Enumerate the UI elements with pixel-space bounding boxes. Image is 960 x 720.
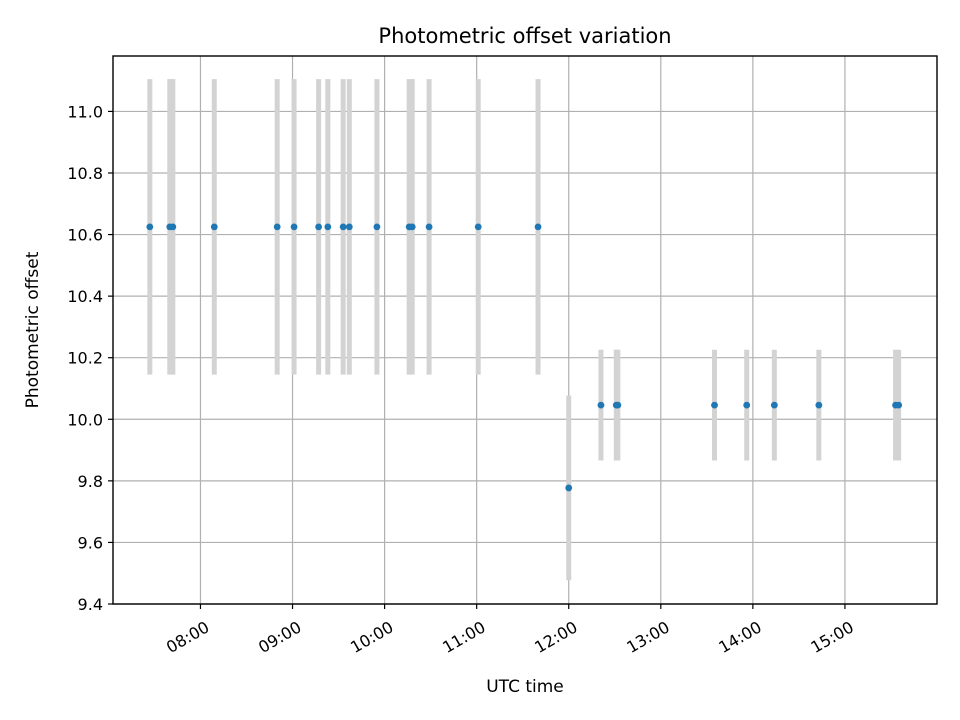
data-point: [614, 401, 622, 409]
data-point: [597, 401, 605, 409]
data-point: [315, 223, 323, 231]
data-point: [169, 223, 177, 231]
data-point: [815, 401, 823, 409]
data-point: [770, 401, 778, 409]
data-point: [743, 401, 751, 409]
data-point: [345, 223, 353, 231]
x-tick-label: 09:00: [255, 617, 304, 657]
y-tick-label: 10.0: [67, 410, 103, 429]
y-tick-label: 10.4: [67, 287, 103, 306]
x-tick-label: 10:00: [347, 617, 396, 657]
y-tick-label: 10.2: [67, 349, 103, 368]
data-point: [339, 223, 347, 231]
y-tick-label: 9.4: [78, 595, 103, 614]
x-tick-label: 14:00: [715, 617, 764, 657]
axis-ticks: 08:00 09:00 10:00 11:00 12:00 13:00 14:00 15:00…: [67, 102, 857, 656]
data-point: [474, 223, 482, 231]
data-point: [273, 223, 281, 231]
x-tick-label: 15:00: [808, 617, 857, 657]
data-point: [146, 223, 154, 231]
y-axis-label: Photometric offset: [23, 251, 43, 408]
x-tick-label: 11:00: [439, 617, 488, 657]
y-tick-label: 9.6: [78, 533, 103, 552]
x-axis-label: UTC time: [486, 677, 564, 697]
data-points: [146, 223, 903, 492]
y-tick-label: 9.8: [78, 472, 103, 491]
data-point: [210, 223, 218, 231]
data-point: [290, 223, 298, 231]
chart-title: Photometric offset variation: [378, 24, 671, 48]
y-tick-label: 11.0: [67, 102, 103, 121]
error-bars: [147, 79, 902, 581]
data-point: [711, 401, 718, 409]
data-point: [373, 223, 381, 231]
data-point: [425, 223, 433, 231]
data-point: [534, 223, 542, 231]
data-point: [324, 223, 332, 231]
data-point: [565, 484, 573, 492]
data-point: [895, 401, 903, 409]
data-point: [408, 223, 416, 231]
y-tick-label: 10.6: [67, 226, 103, 245]
grid: [113, 56, 937, 605]
x-tick-label: 13:00: [623, 617, 672, 657]
plot-frame: [112, 55, 938, 605]
x-tick-label: 12:00: [531, 617, 580, 657]
y-tick-label: 10.8: [67, 164, 103, 183]
x-tick-label: 08:00: [163, 617, 212, 657]
